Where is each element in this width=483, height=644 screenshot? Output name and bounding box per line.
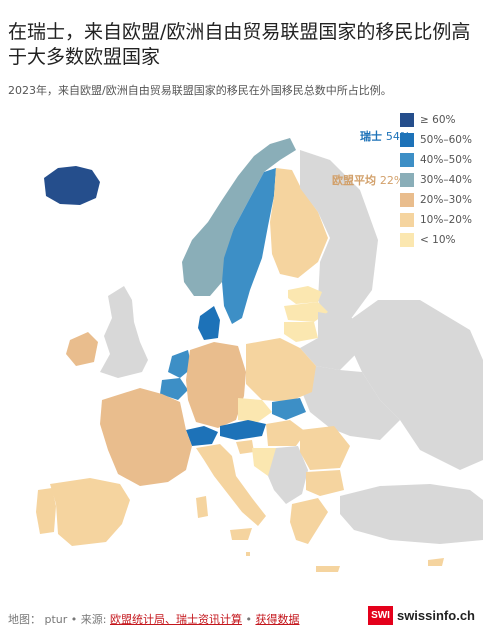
country-belarus <box>300 312 360 370</box>
chart-subtitle: 2023年，来自欧盟/欧洲自由贸易联盟国家的移民在外国移民总数中所占比例。 <box>8 84 392 97</box>
legend-item: ≥ 60% <box>400 110 472 130</box>
source-link[interactable]: 欧盟统计局、瑞士资讯计算 <box>109 613 242 626</box>
legend-label: 10%–20% <box>420 214 472 226</box>
country-turkey <box>340 484 483 544</box>
country-poland <box>246 338 316 402</box>
country-sardinia <box>196 496 208 518</box>
country-denmark <box>198 306 220 340</box>
country-uk <box>100 286 148 378</box>
legend-label: 40%–50% <box>420 154 472 166</box>
country-italy <box>196 444 266 526</box>
legend-item: 40%–50% <box>400 150 472 170</box>
legend-swatch <box>400 153 414 167</box>
country-cyprus <box>428 558 444 566</box>
footer-prefix: 地图： ptur • 来源: <box>8 613 110 626</box>
country-ireland <box>66 332 98 366</box>
legend-label: < 10% <box>420 234 456 246</box>
legend-swatch <box>400 193 414 207</box>
country-finland <box>270 168 328 278</box>
country-portugal <box>36 488 56 534</box>
country-slovakia <box>272 398 306 420</box>
country-germany <box>186 342 246 428</box>
legend-item: 30%–40% <box>400 170 472 190</box>
legend-swatch <box>400 213 414 227</box>
europe-map <box>36 138 483 572</box>
country-slovenia <box>236 440 254 454</box>
country-russia <box>300 150 378 330</box>
country-austria <box>220 420 266 440</box>
chart-title: 在瑞士，来自欧盟/欧洲自由贸易联盟国家的移民比例高于大多数欧盟国家 <box>8 21 471 68</box>
swissinfo-logo[interactable]: SWI swissinfo.ch <box>368 606 475 625</box>
get-data-link[interactable]: 获得数据 <box>255 613 300 626</box>
country-hungary <box>266 420 306 446</box>
country-greece <box>290 498 328 544</box>
legend-label: 20%–30% <box>420 194 472 206</box>
country-romania <box>300 426 350 470</box>
country-belgium <box>160 378 188 400</box>
legend-item: 10%–20% <box>400 210 472 230</box>
legend-item: < 10% <box>400 230 472 250</box>
footer-separator: • <box>241 613 256 626</box>
legend-item: 20%–30% <box>400 190 472 210</box>
legend-label: ≥ 60% <box>420 114 456 126</box>
swi-logo-name: swissinfo.ch <box>396 608 475 623</box>
legend-swatch <box>400 113 414 127</box>
country-switzerland <box>186 426 218 446</box>
swi-logo-box: SWI <box>368 606 393 625</box>
country-estonia <box>288 286 322 304</box>
country-bulgaria <box>306 470 344 496</box>
country-latvia <box>284 302 328 322</box>
country-spain <box>50 478 130 546</box>
country-norway <box>182 138 296 296</box>
legend: ≥ 60% 50%–60% 40%–50% 30%–40% 20%–30% 10… <box>400 110 472 250</box>
country-sicily <box>230 528 252 540</box>
legend-item: 50%–60% <box>400 130 472 150</box>
country-netherlands <box>168 350 192 378</box>
legend-label: 30%–40% <box>420 174 472 186</box>
callout-switzerland-name: 瑞士 <box>360 130 382 143</box>
callout-eu-average: 欧盟平均 22% <box>332 172 404 188</box>
legend-label: 50%–60% <box>420 134 472 146</box>
legend-swatch <box>400 233 414 247</box>
callout-eu-average-value: 22% <box>379 174 405 187</box>
country-czechia <box>238 398 272 422</box>
country-sweden <box>222 168 276 324</box>
country-france <box>100 388 192 486</box>
callout-eu-average-name: 欧盟平均 <box>332 174 376 187</box>
country-russia-east <box>330 300 483 470</box>
country-balkans-nodata <box>268 446 308 504</box>
country-ukraine <box>302 366 400 440</box>
country-crete <box>316 566 340 572</box>
footer-credits: 地图： ptur • 来源: 欧盟统计局、瑞士资讯计算 • 获得数据 <box>8 611 299 627</box>
country-lithuania <box>284 322 318 342</box>
legend-swatch <box>400 133 414 147</box>
country-iceland <box>44 166 100 205</box>
country-malta <box>246 552 250 556</box>
legend-swatch <box>400 173 414 187</box>
